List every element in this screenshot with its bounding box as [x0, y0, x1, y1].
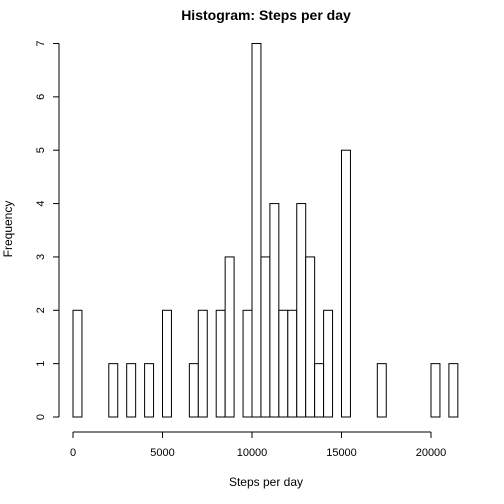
histogram-bar [376, 363, 387, 418]
y-tick-label: 2 [35, 307, 47, 313]
x-tick-label: 10000 [237, 447, 268, 459]
histogram-bar [269, 203, 280, 418]
x-axis-label: Steps per day [229, 475, 303, 489]
histogram-bar [296, 203, 307, 418]
histogram-bar [188, 363, 199, 418]
y-axis: 0 1 2 3 4 5 6 7 [35, 40, 60, 420]
y-tick-label: 5 [35, 147, 47, 153]
y-tick-label: 4 [35, 201, 47, 207]
x-tick-label: 5000 [150, 447, 174, 459]
histogram-bar [448, 363, 459, 418]
histogram-bar [251, 43, 262, 418]
histogram-bar [287, 309, 298, 418]
histogram-bar [314, 363, 325, 418]
x-tick-label: 15000 [326, 447, 357, 459]
chart-title: Histogram: Steps per day [181, 7, 351, 23]
x-tick-label: 0 [70, 447, 76, 459]
x-tick-label: 20000 [416, 447, 447, 459]
histogram-bar [144, 363, 155, 418]
histogram-bar [162, 309, 172, 418]
y-tick-label: 6 [35, 94, 47, 100]
y-tick-label: 7 [35, 40, 47, 46]
histogram-bar [323, 309, 334, 418]
y-axis-label: Frequency [1, 201, 15, 258]
y-tick-label: 3 [35, 254, 47, 260]
y-tick-label: 1 [35, 361, 47, 367]
histogram-bar [242, 309, 253, 418]
histogram-bar [305, 256, 316, 418]
histogram-bar [197, 309, 208, 418]
x-axis: 0 5000 10000 15000 20000 [70, 431, 447, 459]
histogram-bar [215, 309, 226, 418]
histogram-bar [278, 309, 289, 418]
histogram-bar [260, 256, 271, 418]
histogram-bar [72, 309, 83, 418]
histogram-bar [224, 256, 235, 418]
y-tick-label: 0 [35, 414, 47, 420]
histogram-bar [108, 363, 119, 418]
bars-group [72, 43, 459, 418]
histogram-bar [430, 363, 441, 418]
histogram-bar [126, 363, 137, 418]
histogram-bar [341, 149, 351, 418]
